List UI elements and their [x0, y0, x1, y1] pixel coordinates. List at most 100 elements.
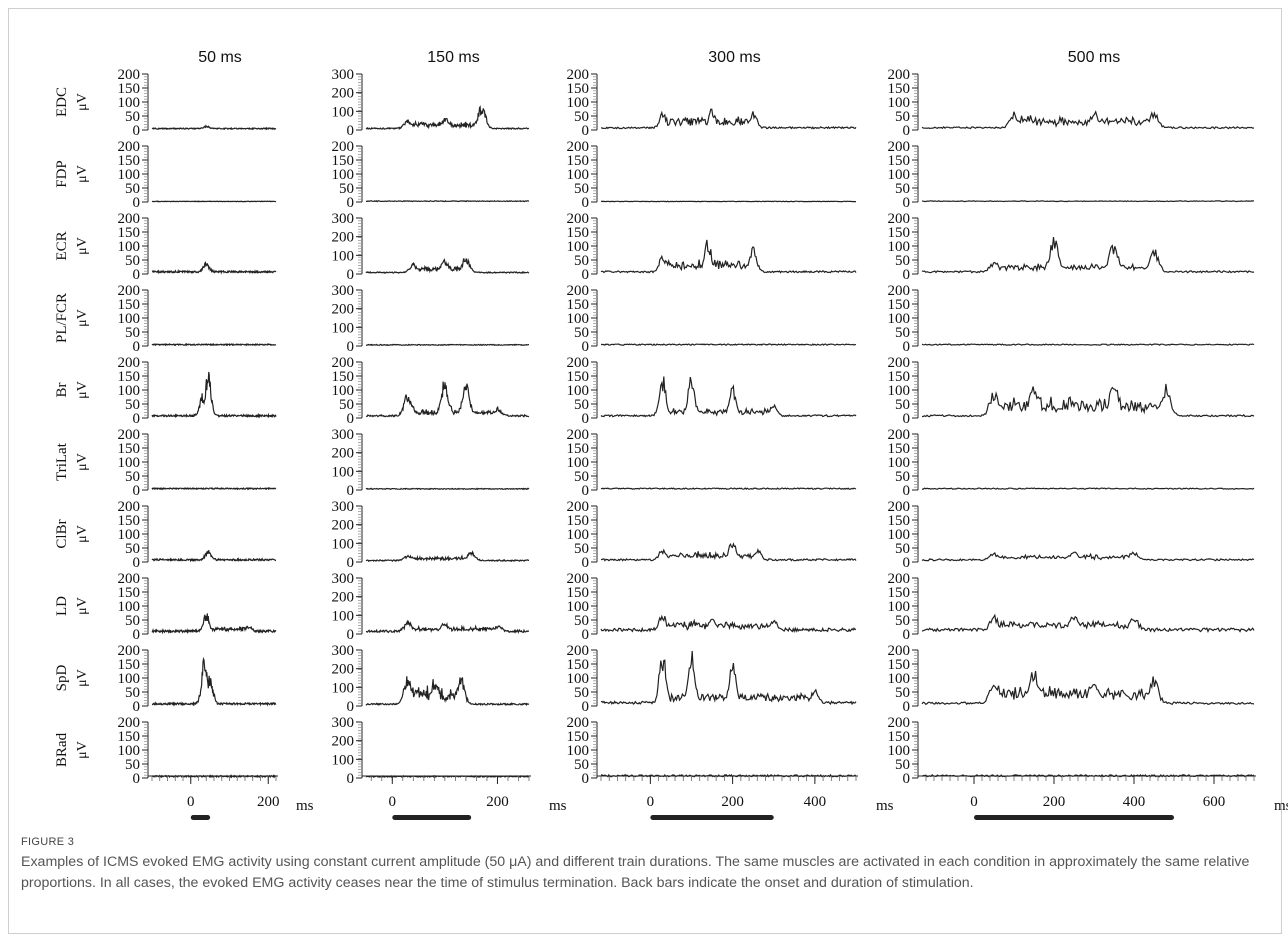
- x-tick-label: 400: [1123, 794, 1146, 810]
- y-tick-label: 100: [888, 671, 911, 687]
- x-tick-label: 0: [647, 794, 655, 810]
- y-tick-label: 300: [332, 211, 355, 227]
- x-tick-label: 0: [970, 794, 978, 810]
- stimulation-bar: [650, 815, 774, 820]
- emg-trace-edc: [365, 105, 530, 131]
- y-tick-label: 100: [332, 464, 355, 480]
- y-unit-label: μV: [75, 453, 90, 471]
- x-tick-label: 600: [1203, 794, 1226, 810]
- y-tick-label: 150: [567, 153, 590, 169]
- x-tick-label: 200: [721, 794, 744, 810]
- y-tick-label: 200: [332, 230, 355, 246]
- y-tick-label: 50: [574, 757, 589, 773]
- y-tick-label: 150: [118, 729, 141, 745]
- y-tick-label: 0: [903, 123, 911, 139]
- y-tick-label: 200: [118, 571, 141, 587]
- y-tick-label: 0: [347, 627, 355, 643]
- y-tick-label: 50: [125, 469, 140, 485]
- y-tick-label: 0: [903, 555, 911, 571]
- y-tick-label: 0: [347, 771, 355, 787]
- y-tick-label: 150: [118, 153, 141, 169]
- y-unit-label: μV: [75, 597, 90, 615]
- y-tick-label: 100: [888, 95, 911, 111]
- y-tick-label: 0: [347, 267, 355, 283]
- emg-trace-plfcr: [921, 343, 1255, 346]
- y-tick-label: 100: [332, 680, 355, 696]
- y-tick-label: 200: [332, 139, 355, 155]
- y-tick-label: 200: [888, 139, 911, 155]
- y-unit-label: μV: [75, 237, 90, 255]
- y-tick-label: 50: [574, 541, 589, 557]
- y-tick-label: 50: [895, 469, 910, 485]
- y-tick-label: 0: [133, 627, 141, 643]
- y-tick-label: 150: [118, 441, 141, 457]
- y-tick-label: 0: [903, 339, 911, 355]
- y-tick-label: 50: [574, 181, 589, 197]
- y-tick-label: 0: [582, 555, 590, 571]
- y-tick-label: 100: [118, 599, 141, 615]
- y-tick-label: 0: [903, 411, 911, 427]
- y-tick-label: 100: [332, 752, 355, 768]
- y-tick-label: 100: [332, 536, 355, 552]
- y-tick-label: 0: [133, 411, 141, 427]
- emg-trace-edc: [151, 124, 277, 131]
- y-tick-label: 200: [888, 211, 911, 227]
- y-tick-label: 0: [133, 195, 141, 211]
- y-unit-label: μV: [75, 93, 90, 111]
- y-tick-label: 50: [125, 541, 140, 557]
- y-tick-label: 50: [895, 109, 910, 125]
- y-tick-label: 300: [332, 715, 355, 731]
- y-unit-label: μV: [75, 669, 90, 687]
- y-tick-label: 0: [133, 771, 141, 787]
- y-tick-label: 100: [118, 527, 141, 543]
- y-tick-label: 0: [133, 555, 141, 571]
- y-tick-label: 200: [567, 211, 590, 227]
- y-tick-label: 50: [574, 109, 589, 125]
- y-tick-label: 300: [332, 571, 355, 587]
- y-tick-label: 100: [332, 104, 355, 120]
- column-title: 150 ms: [427, 49, 479, 66]
- muscle-label: SpD: [54, 665, 70, 692]
- y-tick-label: 150: [888, 81, 911, 97]
- y-tick-label: 200: [332, 355, 355, 371]
- y-tick-label: 100: [118, 743, 141, 759]
- emg-trace-trilat: [151, 486, 277, 491]
- y-tick-label: 200: [888, 643, 911, 659]
- y-tick-label: 200: [888, 499, 911, 515]
- figure-caption: Examples of ICMS evoked EMG activity usi…: [21, 854, 1250, 891]
- y-tick-label: 0: [347, 123, 355, 139]
- emg-trace-clbr: [600, 542, 857, 562]
- y-tick-label: 50: [125, 397, 140, 413]
- y-tick-label: 0: [582, 699, 590, 715]
- y-tick-label: 200: [567, 643, 590, 659]
- y-tick-label: 50: [895, 757, 910, 773]
- emg-trace-edc: [601, 108, 857, 130]
- y-tick-label: 100: [118, 239, 141, 255]
- emg-trace-spd: [600, 650, 857, 706]
- y-tick-label: 200: [567, 715, 590, 731]
- y-tick-label: 100: [567, 239, 590, 255]
- y-tick-label: 0: [582, 195, 590, 211]
- y-tick-label: 50: [895, 181, 910, 197]
- y-tick-label: 100: [332, 320, 355, 336]
- y-tick-label: 50: [895, 325, 910, 341]
- y-tick-label: 150: [888, 441, 911, 457]
- y-tick-label: 0: [133, 339, 141, 355]
- y-tick-label: 100: [332, 608, 355, 624]
- y-unit-label: μV: [75, 309, 90, 327]
- x-unit-label: ms: [1274, 798, 1288, 814]
- y-tick-label: 50: [125, 757, 140, 773]
- y-tick-label: 0: [582, 771, 590, 787]
- y-tick-label: 50: [574, 613, 589, 629]
- y-tick-label: 0: [903, 195, 911, 211]
- y-tick-label: 50: [125, 325, 140, 341]
- y-tick-label: 150: [118, 81, 141, 97]
- y-tick-label: 50: [574, 397, 589, 413]
- y-tick-label: 150: [118, 369, 141, 385]
- y-tick-label: 150: [888, 297, 911, 313]
- emg-trace-ecr: [365, 257, 530, 275]
- y-tick-label: 100: [118, 455, 141, 471]
- emg-trace-clbr: [365, 550, 529, 563]
- y-tick-label: 200: [888, 427, 911, 443]
- y-tick-label: 150: [332, 369, 355, 385]
